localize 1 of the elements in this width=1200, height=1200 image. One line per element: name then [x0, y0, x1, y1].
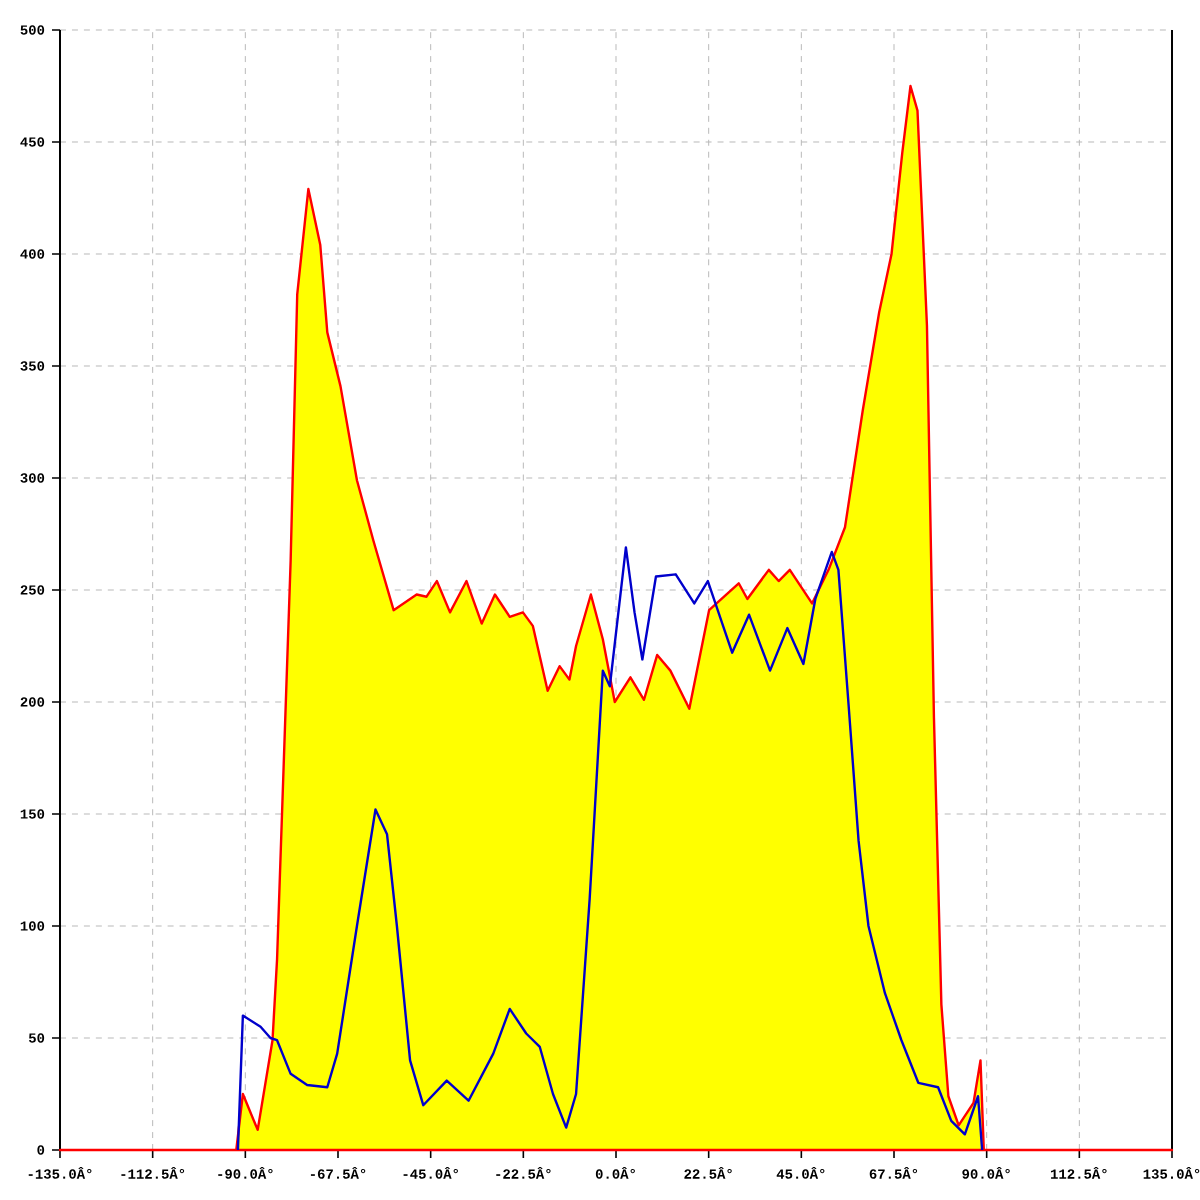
line-series — [236, 546, 984, 1152]
